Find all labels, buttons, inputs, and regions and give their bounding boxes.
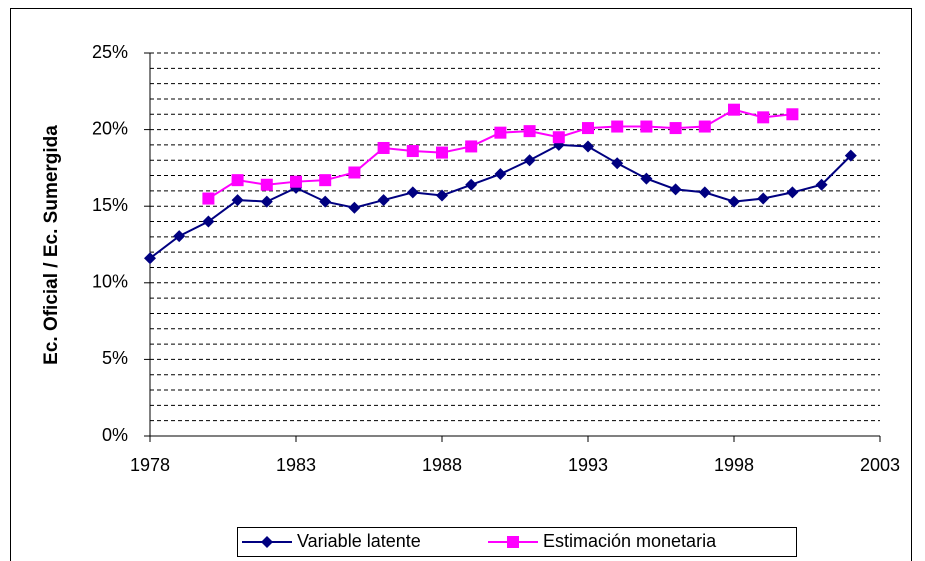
- data-point: [173, 230, 186, 243]
- x-tick-label: 1983: [276, 455, 316, 475]
- data-point: [698, 186, 711, 199]
- data-point: [844, 149, 857, 162]
- data-point: [728, 195, 740, 208]
- data-point: [144, 252, 156, 265]
- data-point: [640, 120, 653, 133]
- data-point: [406, 145, 419, 158]
- data-point: [465, 140, 478, 153]
- data-point: [319, 195, 332, 208]
- x-tick-label: 1993: [568, 455, 608, 475]
- data-point: [669, 183, 682, 196]
- data-point: [231, 174, 244, 187]
- data-point: [465, 178, 478, 191]
- data-point: [640, 172, 653, 185]
- data-point: [757, 111, 770, 124]
- data-point: [815, 178, 828, 191]
- data-point: [202, 192, 215, 205]
- legend-marker: [261, 536, 273, 548]
- data-point: [582, 140, 594, 153]
- data-point: [260, 178, 273, 191]
- data-point: [377, 141, 390, 154]
- y-tick-label: 10%: [92, 272, 128, 292]
- x-tick-label: 1988: [422, 455, 462, 475]
- data-point: [494, 126, 507, 139]
- data-point: [552, 131, 565, 144]
- data-point: [231, 194, 244, 207]
- data-point: [611, 120, 624, 133]
- data-point: [377, 194, 390, 207]
- y-tick-label: 0%: [102, 425, 128, 445]
- data-point: [348, 166, 361, 179]
- data-point: [260, 195, 273, 208]
- data-point: [406, 186, 419, 199]
- y-tick-label: 5%: [102, 348, 128, 368]
- data-point: [669, 122, 682, 135]
- legend-label: Variable latente: [297, 531, 421, 551]
- data-point: [582, 122, 594, 135]
- data-point: [348, 201, 361, 214]
- data-point: [698, 120, 711, 133]
- y-tick-label: 15%: [92, 195, 128, 215]
- data-point: [757, 192, 770, 205]
- legend-marker: [507, 536, 519, 548]
- y-tick-label: 20%: [92, 118, 128, 138]
- data-point: [436, 189, 448, 202]
- chart-frame: [10, 8, 912, 561]
- data-point: [290, 175, 302, 188]
- x-tick-label: 1998: [714, 455, 754, 475]
- data-point: [728, 103, 740, 116]
- data-point: [494, 168, 507, 181]
- data-point: [786, 108, 799, 121]
- legend-label: Estimación monetaria: [543, 531, 717, 551]
- data-point: [436, 146, 448, 159]
- data-point: [523, 125, 536, 138]
- data-point: [611, 157, 624, 170]
- x-tick-label: 1978: [130, 455, 170, 475]
- y-axis-label: Ec. Oficial / Ec. Sumergida: [41, 125, 62, 365]
- data-point: [202, 215, 215, 228]
- x-tick-label: 2003: [860, 455, 900, 475]
- data-point: [319, 174, 332, 187]
- data-point: [523, 154, 536, 167]
- y-tick-label: 25%: [92, 42, 128, 62]
- data-point: [786, 186, 799, 199]
